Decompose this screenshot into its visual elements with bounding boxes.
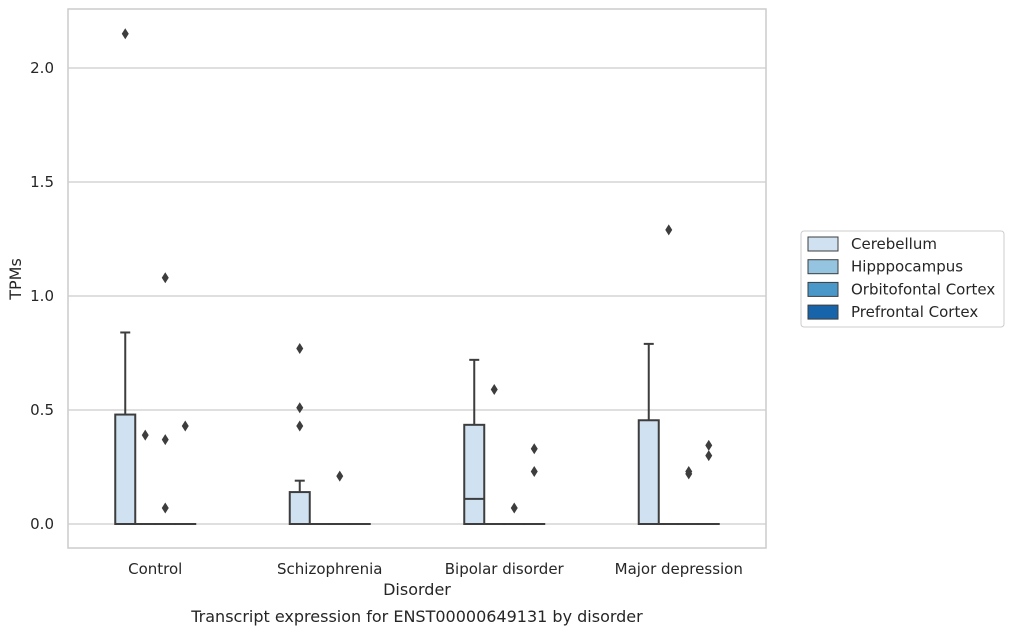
legend-swatch	[808, 305, 838, 319]
y-tick-label: 2.0	[30, 59, 54, 77]
outlier-point	[705, 450, 712, 461]
outlier-point	[162, 272, 169, 283]
legend-label: Prefrontal Cortex	[851, 303, 978, 321]
outlier-point	[142, 430, 149, 441]
outlier-point	[491, 384, 498, 395]
outlier-point	[531, 466, 538, 477]
box-0-0	[115, 28, 135, 524]
chart-caption: Transcript expression for ENST0000064913…	[190, 607, 643, 626]
y-tick-label: 1.5	[30, 173, 54, 191]
box-3-3	[699, 440, 719, 524]
y-tick-label: 0.5	[30, 401, 54, 419]
box-3-0	[175, 420, 195, 524]
box-body	[290, 492, 310, 524]
box-2-1	[330, 471, 350, 524]
box-1-3	[659, 224, 679, 524]
legend-label: Hipppocampus	[851, 258, 963, 276]
box-0-3	[639, 344, 659, 524]
outlier-point	[296, 420, 303, 431]
x-tick-label: Bipolar disorder	[445, 560, 565, 578]
y-axis-label: TPMs	[6, 258, 25, 301]
y-tick-label: 0.0	[30, 515, 54, 533]
outlier-point	[296, 402, 303, 413]
legend-swatch	[808, 237, 838, 251]
legend-swatch	[808, 282, 838, 296]
gridlines	[68, 68, 766, 524]
box-2-3	[679, 466, 699, 524]
legend-item: Orbitofontal Cortex	[808, 280, 995, 298]
x-tick-label: Control	[128, 560, 182, 578]
x-tick-label: Schizophrenia	[277, 560, 382, 578]
boxes	[115, 28, 719, 524]
box-0-1	[290, 343, 310, 524]
box-0-2	[464, 360, 484, 524]
outlier-point	[296, 343, 303, 354]
outlier-point	[665, 224, 672, 235]
legend-item: Cerebellum	[808, 235, 937, 253]
y-axis-ticks: 0.0 0.5 1.0 1.5 2.0	[30, 59, 54, 533]
box-2-2	[504, 503, 524, 524]
legend-item: Prefrontal Cortex	[808, 303, 978, 321]
outlier-point	[162, 503, 169, 514]
legend-label: Orbitofontal Cortex	[851, 280, 995, 298]
outlier-point	[531, 443, 538, 454]
y-tick-label: 1.0	[30, 287, 54, 305]
outlier-point	[182, 420, 189, 431]
x-axis-label: Disorder	[383, 580, 451, 599]
legend-label: Cerebellum	[851, 235, 937, 253]
box-3-2	[524, 443, 544, 524]
box-body	[464, 425, 484, 524]
legend-swatch	[808, 260, 838, 274]
outlier-point	[162, 434, 169, 445]
box-body	[639, 420, 659, 524]
legend: Cerebellum Hipppocampus Orbitofontal Corte…	[801, 231, 1004, 327]
x-tick-label: Major depression	[615, 560, 743, 578]
x-axis-ticks: Control Schizophrenia Bipolar disorder Majo…	[128, 560, 743, 578]
outlier-point	[511, 503, 518, 514]
legend-item: Hipppocampus	[808, 258, 963, 276]
outlier-point	[122, 28, 129, 39]
box-1-0	[135, 430, 155, 524]
outlier-point	[336, 471, 343, 482]
box-body	[115, 415, 135, 524]
outlier-point	[705, 440, 712, 451]
plot-area	[68, 9, 766, 548]
box-2-0	[155, 272, 175, 524]
box-1-2	[484, 384, 504, 524]
